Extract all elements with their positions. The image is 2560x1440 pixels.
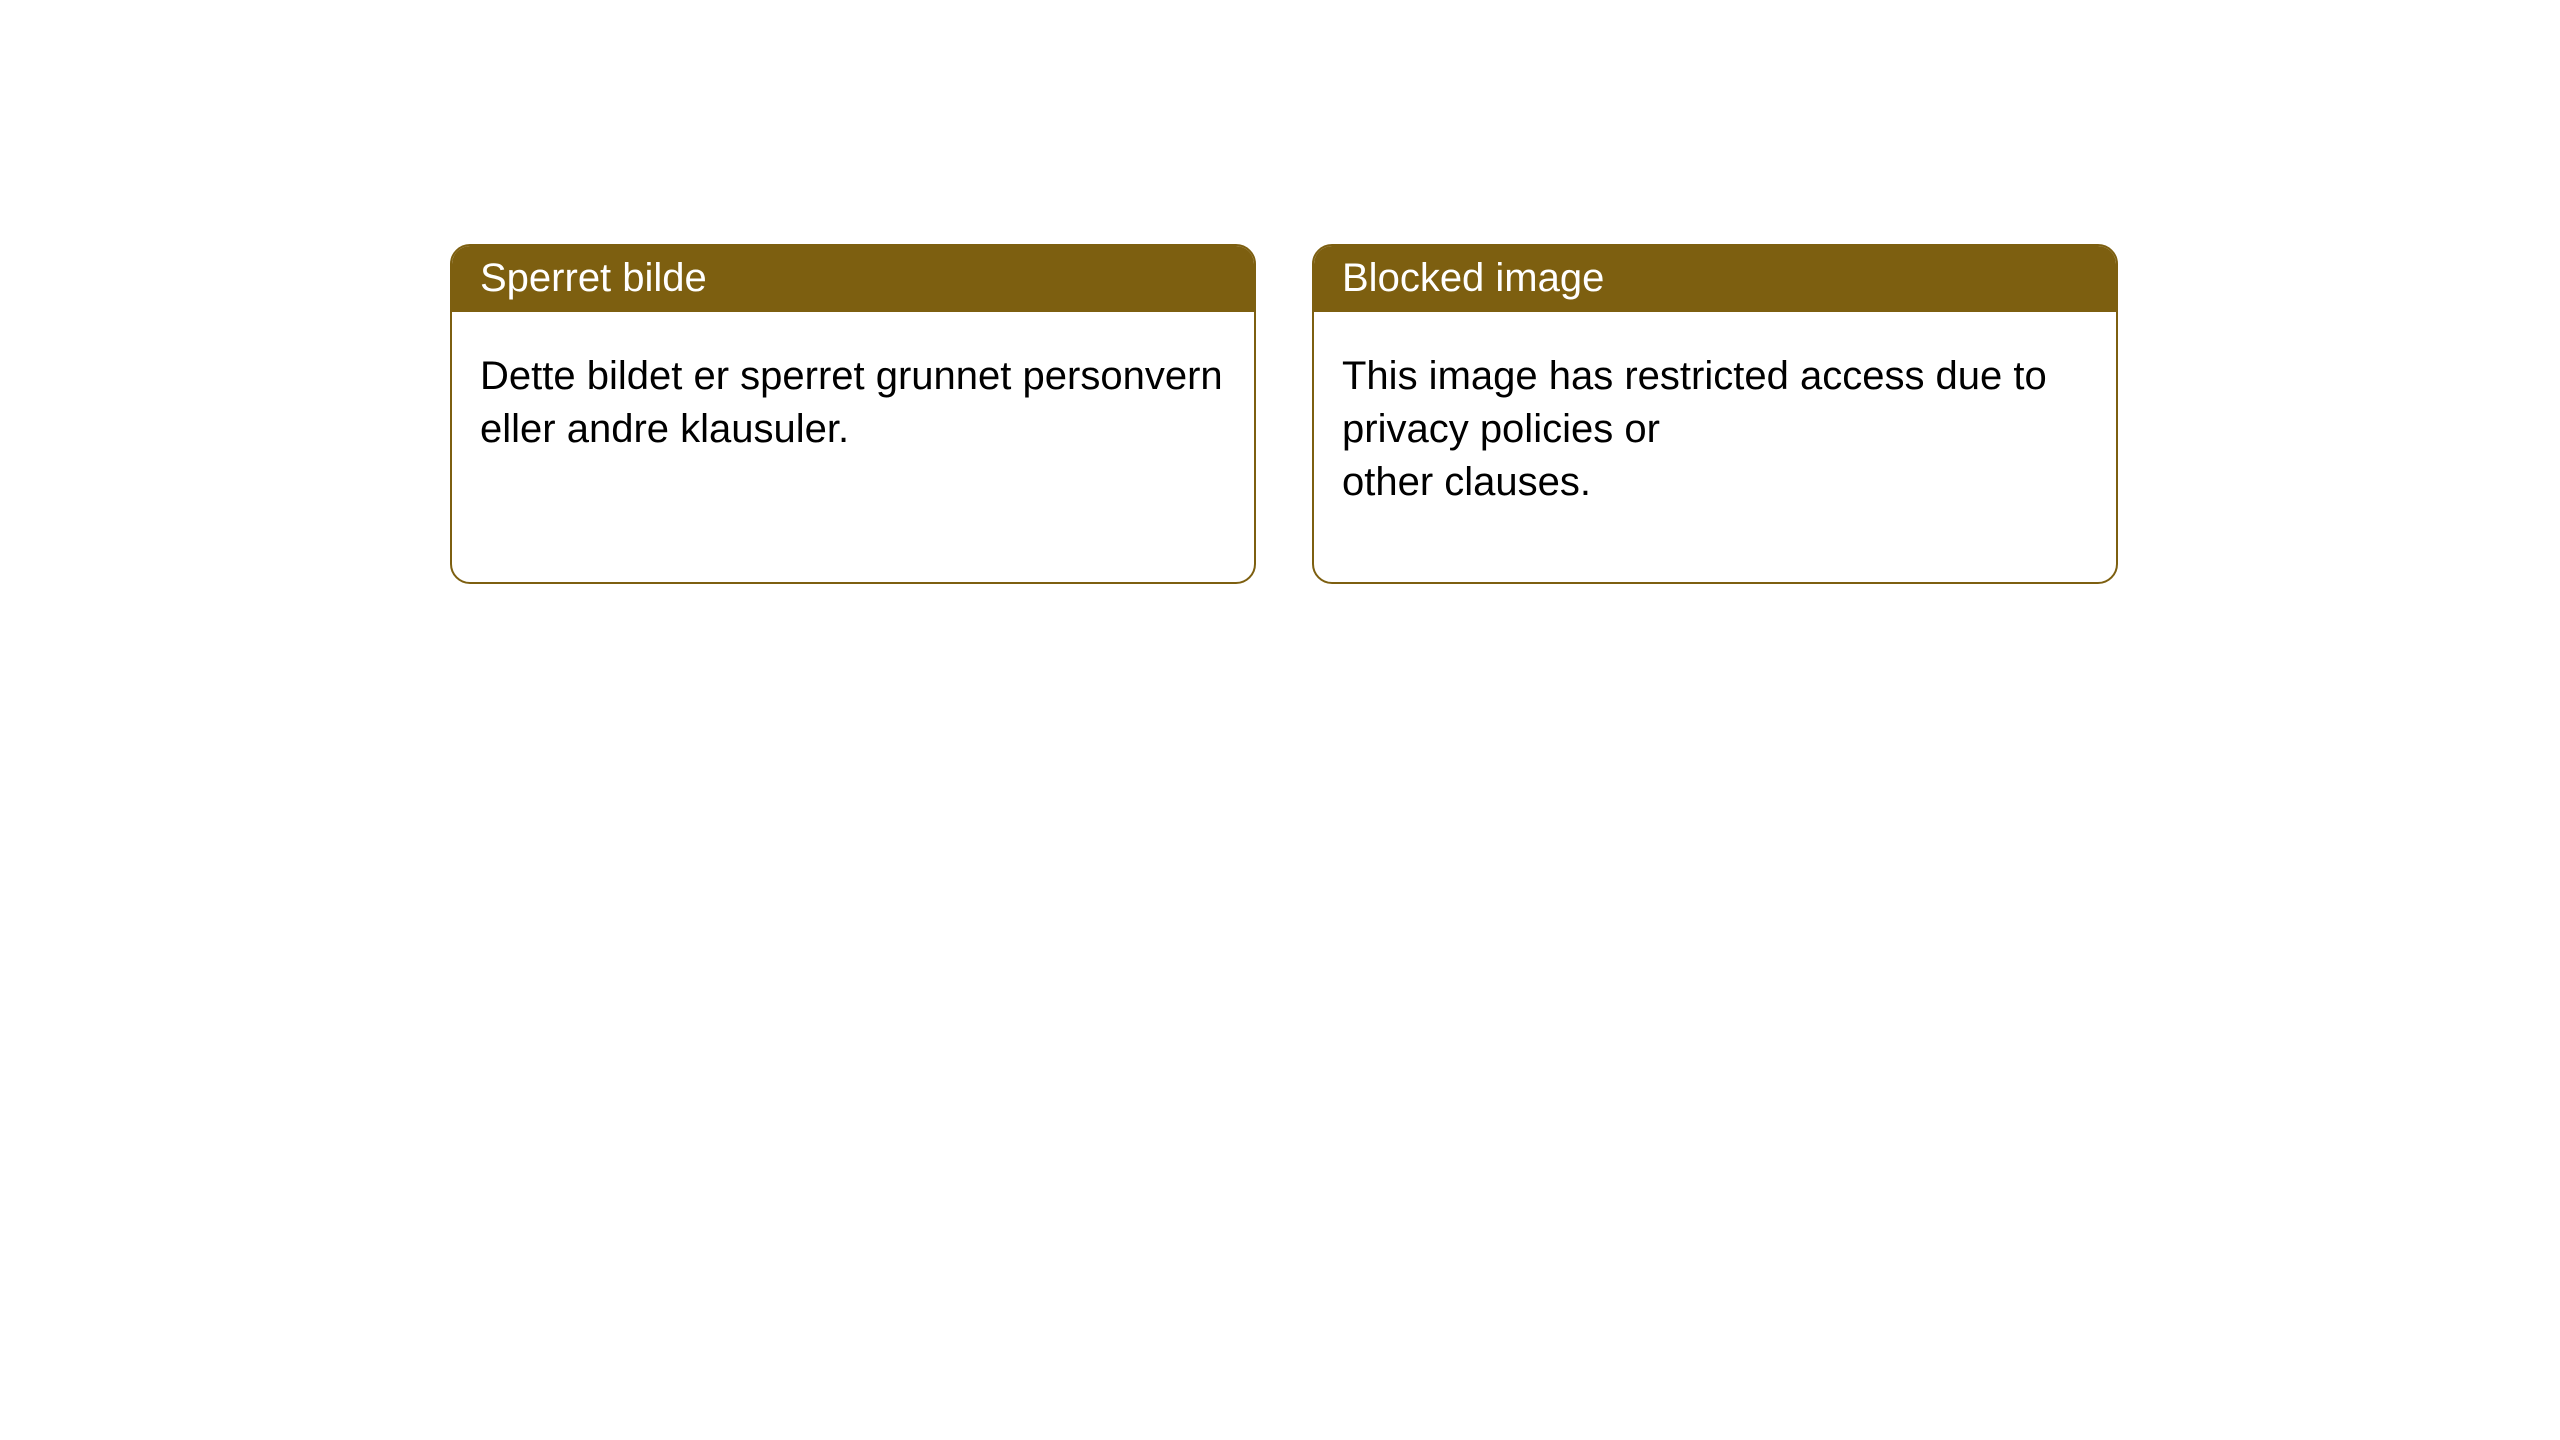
notice-cards-container: Sperret bilde Dette bildet er sperret gr…: [0, 0, 2560, 584]
notice-card-norwegian: Sperret bilde Dette bildet er sperret gr…: [450, 244, 1256, 584]
card-body-text: This image has restricted access due to …: [1314, 312, 2116, 582]
card-title: Blocked image: [1314, 246, 2116, 312]
notice-card-english: Blocked image This image has restricted …: [1312, 244, 2118, 584]
card-title: Sperret bilde: [452, 246, 1254, 312]
card-body-text: Dette bildet er sperret grunnet personve…: [452, 312, 1254, 582]
